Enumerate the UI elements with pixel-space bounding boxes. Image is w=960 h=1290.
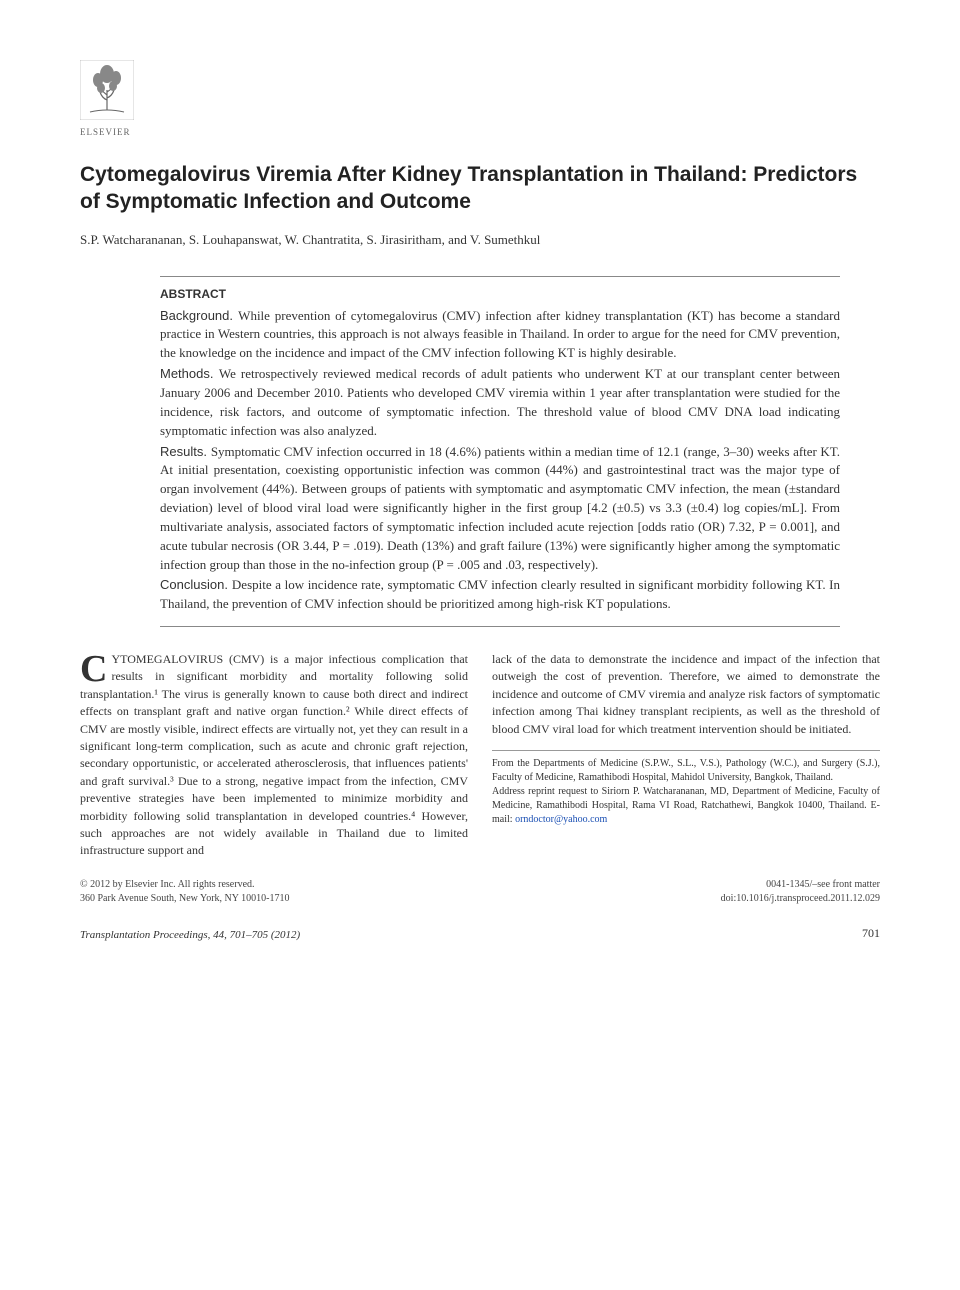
abstract-methods-text: We retrospectively reviewed medical reco… bbox=[160, 366, 840, 438]
abstract-heading: ABSTRACT bbox=[160, 287, 840, 301]
copyright-line2: 360 Park Avenue South, New York, NY 1001… bbox=[80, 892, 480, 906]
dropcap: C bbox=[80, 651, 111, 685]
abstract-background-text: While prevention of cytomegalovirus (CMV… bbox=[160, 308, 840, 361]
abstract-results: Results. Symptomatic CMV infection occur… bbox=[160, 443, 840, 575]
body-columns: CYTOMEGALOVIRUS (CMV) is a major infecti… bbox=[80, 651, 880, 860]
abstract-results-text: Symptomatic CMV infection occurred in 18… bbox=[160, 444, 840, 572]
journal-citation: Transplantation Proceedings, 44, 701–705… bbox=[80, 929, 300, 941]
affiliation-box: From the Departments of Medicine (S.P.W.… bbox=[492, 750, 880, 827]
abstract-conclusion-text: Despite a low incidence rate, symptomati… bbox=[160, 577, 840, 611]
body-col2-text: lack of the data to demonstrate the inci… bbox=[492, 651, 880, 738]
abstract-box: ABSTRACT Background. While prevention of… bbox=[160, 276, 840, 628]
body-column-right: lack of the data to demonstrate the inci… bbox=[492, 651, 880, 860]
page-number: 701 bbox=[862, 926, 880, 941]
affiliation-address: Address reprint request to Siriorn P. Wa… bbox=[492, 785, 880, 827]
page-footer: Transplantation Proceedings, 44, 701–705… bbox=[80, 926, 880, 941]
publisher-logo: ELSEVIER bbox=[80, 60, 880, 137]
copyright-right: 0041-1345/–see front matter doi:10.1016/… bbox=[480, 878, 880, 906]
abstract-background: Background. While prevention of cytomega… bbox=[160, 307, 840, 364]
copyright-line1: © 2012 by Elsevier Inc. All rights reser… bbox=[80, 878, 480, 892]
elsevier-tree-icon bbox=[80, 60, 134, 120]
affiliation-from: From the Departments of Medicine (S.P.W.… bbox=[492, 757, 880, 785]
copyright-footer: © 2012 by Elsevier Inc. All rights reser… bbox=[80, 878, 880, 906]
affiliation-email[interactable]: orndoctor@yahoo.com bbox=[515, 814, 607, 825]
abstract-conclusion-label: Conclusion. bbox=[160, 577, 232, 592]
abstract-methods-label: Methods. bbox=[160, 366, 219, 381]
issn-line: 0041-1345/–see front matter bbox=[480, 878, 880, 892]
publisher-name: ELSEVIER bbox=[80, 127, 880, 137]
author-list: S.P. Watcharananan, S. Louhapanswat, W. … bbox=[80, 232, 880, 248]
abstract-results-label: Results. bbox=[160, 444, 211, 459]
body-column-left: CYTOMEGALOVIRUS (CMV) is a major infecti… bbox=[80, 651, 468, 860]
abstract-background-label: Background. bbox=[160, 308, 238, 323]
article-title: Cytomegalovirus Viremia After Kidney Tra… bbox=[80, 161, 880, 216]
body-col1-text: YTOMEGALOVIRUS (CMV) is a major infectio… bbox=[80, 652, 468, 857]
abstract-methods: Methods. We retrospectively reviewed med… bbox=[160, 365, 840, 440]
abstract-conclusion: Conclusion. Despite a low incidence rate… bbox=[160, 576, 840, 614]
copyright-left: © 2012 by Elsevier Inc. All rights reser… bbox=[80, 878, 480, 906]
doi-line: doi:10.1016/j.transproceed.2011.12.029 bbox=[480, 892, 880, 906]
